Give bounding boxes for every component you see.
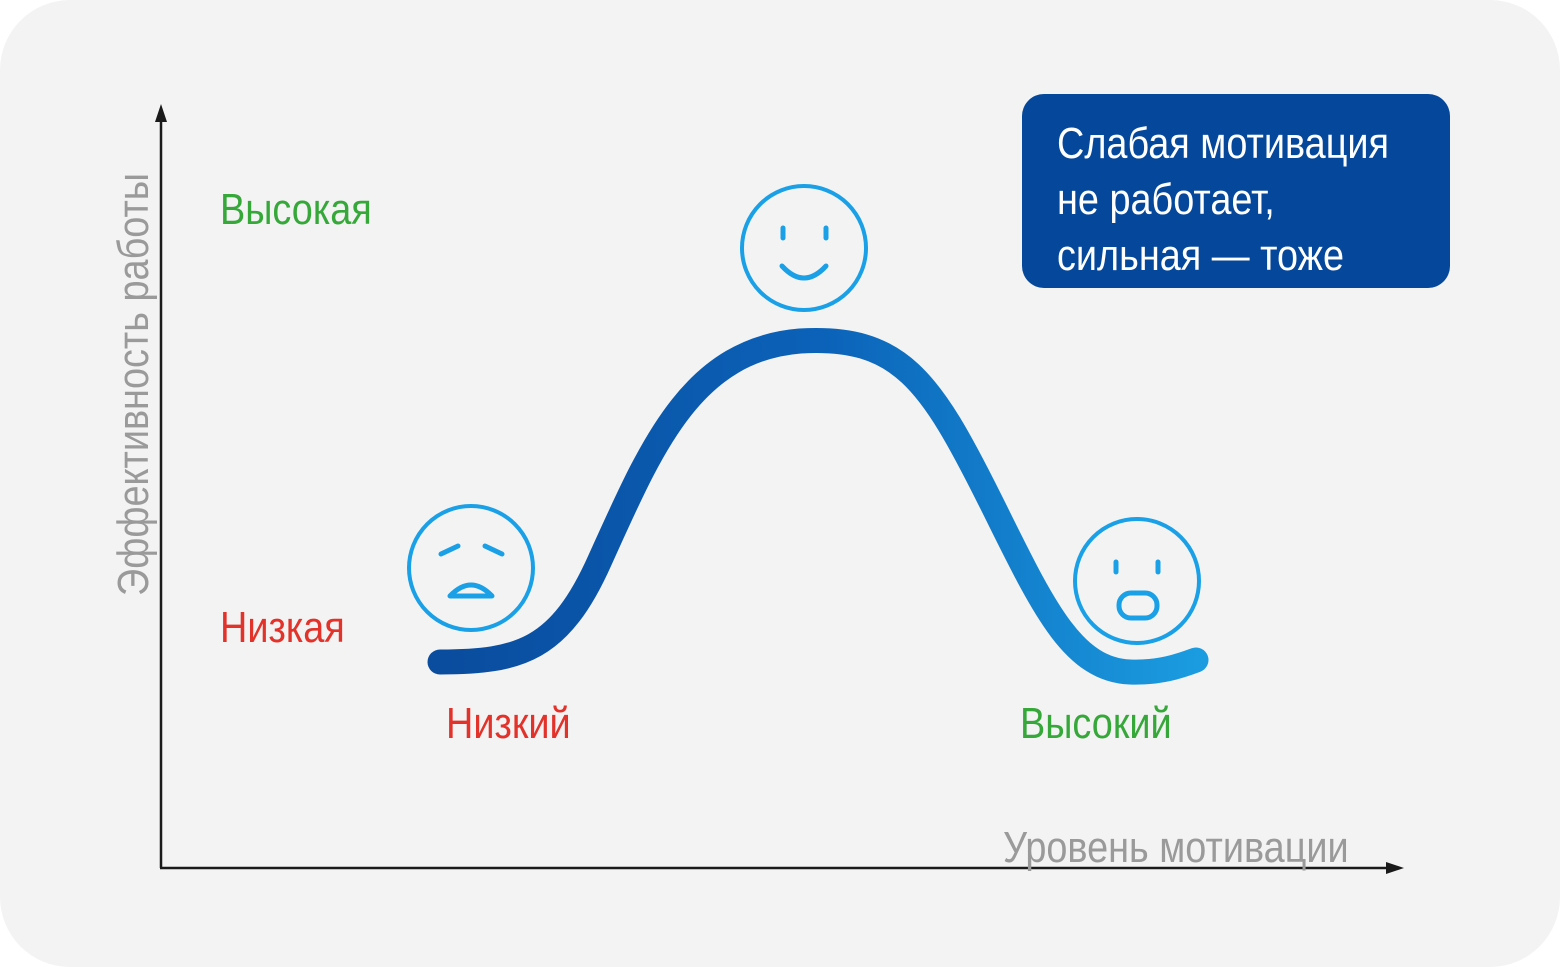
happy-face-icon — [740, 184, 868, 312]
callout-line-1: Слабая мотивация — [1057, 119, 1390, 168]
sad-face-icon — [407, 504, 535, 632]
motivation-curve — [427, 327, 1209, 685]
y-axis-title: Эффективность работы — [109, 173, 158, 596]
callout-line-3: сильная — тоже — [1057, 231, 1345, 280]
callout-line-2: не работает, — [1057, 175, 1275, 224]
y-axis-arrow — [155, 104, 167, 122]
x-level-high-label: Высокий — [1020, 699, 1172, 748]
x-level-low-label: Низкий — [446, 699, 571, 748]
axes — [155, 104, 1404, 874]
x-axis-arrow — [1386, 862, 1404, 874]
y-level-high-label: Высокая — [220, 185, 372, 234]
surprised-face-icon — [1073, 517, 1201, 645]
callout-box: Слабая мотивация не работает, сильная — … — [1022, 94, 1450, 288]
y-level-low-label: Низкая — [220, 603, 345, 652]
x-axis-title: Уровень мотивации — [1003, 823, 1349, 872]
